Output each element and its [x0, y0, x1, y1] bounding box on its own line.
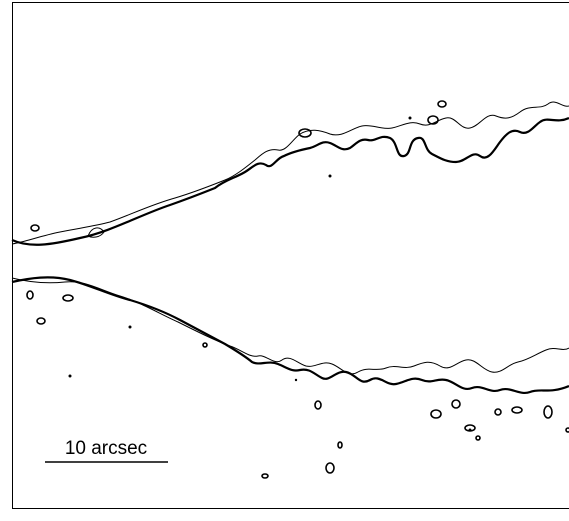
frame: [12, 2, 569, 509]
scale-bar-label: 10 arcsec: [65, 438, 147, 459]
upper-contour-thick: [11, 116, 569, 246]
upper-loop: [87, 227, 105, 238]
noise-blobs: [26, 100, 569, 479]
lower-contour-thick: [11, 276, 569, 394]
lower-contour-thin: [11, 277, 569, 375]
upper-contour-thin: [11, 101, 569, 245]
